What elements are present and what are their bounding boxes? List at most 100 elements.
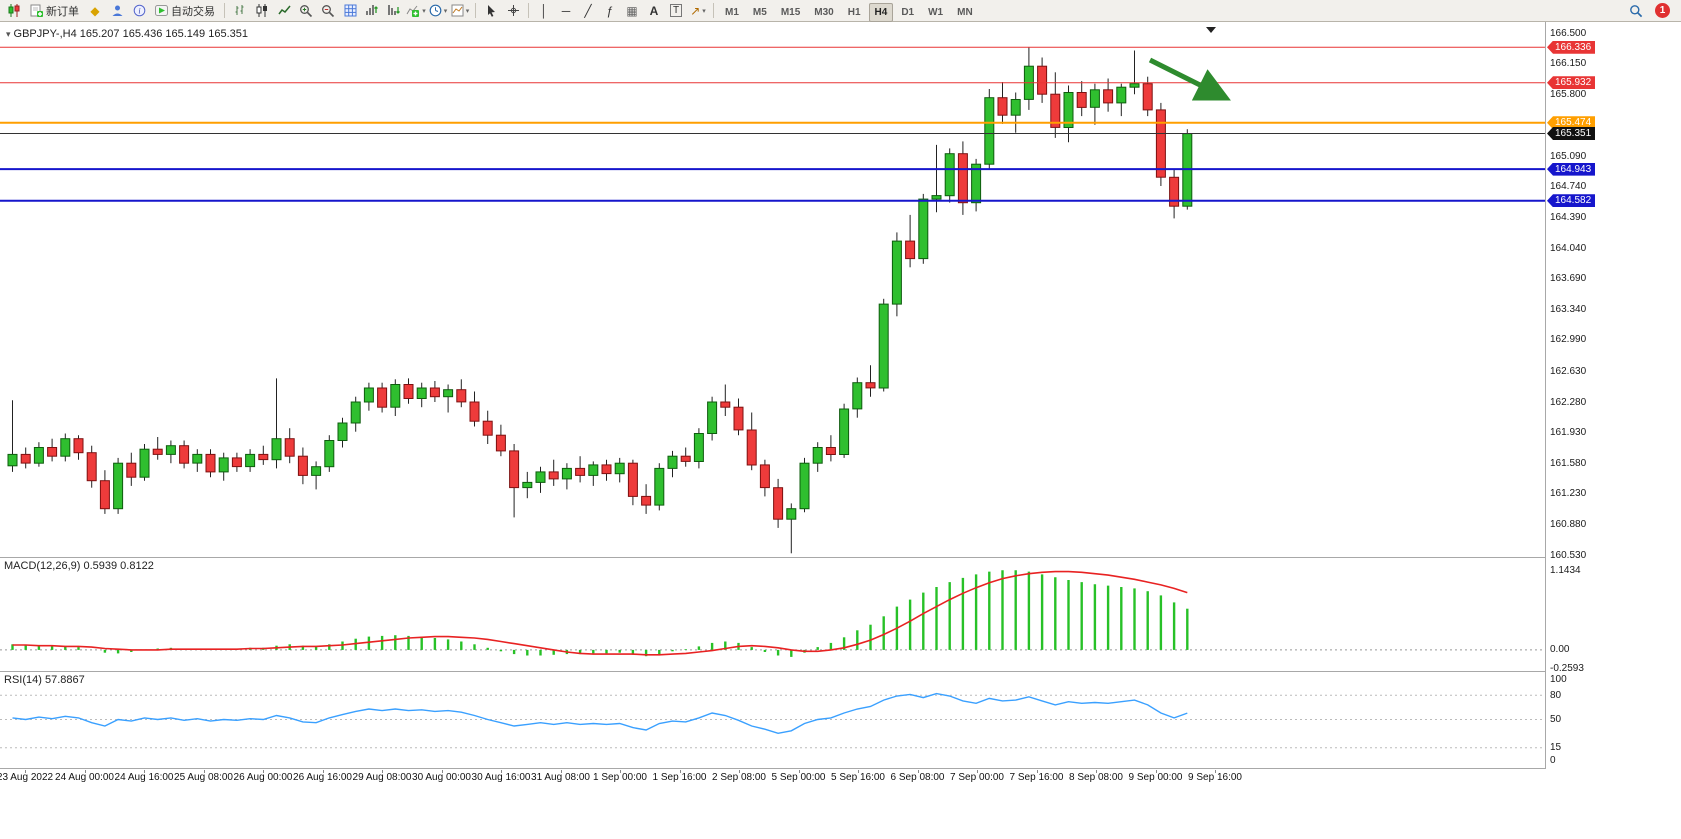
periods-button[interactable]: ▾ bbox=[428, 1, 448, 20]
chart-line-button[interactable] bbox=[274, 1, 294, 20]
price-tick-label: 165.090 bbox=[1550, 150, 1587, 162]
time-axis-tick bbox=[1096, 770, 1097, 773]
candlestick-series bbox=[7, 47, 1193, 554]
accounts-button[interactable] bbox=[107, 1, 127, 20]
info-icon: i bbox=[133, 4, 145, 17]
rsi-axis-label: 100 bbox=[1550, 673, 1567, 685]
time-axis-label: 6 Sep 08:00 bbox=[890, 772, 945, 783]
trend-arrow-annotation[interactable] bbox=[1148, 57, 1231, 101]
price-line-badge: 164.582 bbox=[1547, 194, 1596, 208]
chart-ohlc-label: ▾ GBPJPY-,H4 165.207 165.436 165.149 165.… bbox=[6, 28, 248, 40]
timeframe-m1-button[interactable]: M1 bbox=[725, 6, 739, 18]
time-axis-tick bbox=[203, 770, 205, 773]
cursor-button[interactable] bbox=[481, 1, 501, 20]
price-tick-label: 161.230 bbox=[1550, 488, 1587, 500]
time-axis-tick bbox=[501, 770, 502, 773]
chart-bars-button[interactable] bbox=[230, 1, 250, 20]
time-axis[interactable]: 23 Aug 2022 24 Aug 00:00 24 Aug 16:00 25 Au… bbox=[0, 770, 1545, 788]
templates-button[interactable]: ▾ bbox=[450, 1, 470, 20]
time-axis-tick bbox=[322, 770, 324, 773]
rsi-label: RSI(14) 57.8867 bbox=[4, 674, 85, 686]
time-axis-tick bbox=[620, 770, 621, 773]
autotrade-button[interactable]: 自动交易 bbox=[151, 1, 219, 20]
market-watch-button[interactable]: ◆ bbox=[85, 1, 105, 20]
price-tick-label: 161.930 bbox=[1550, 427, 1587, 439]
time-axis-tick bbox=[977, 770, 978, 773]
price-tick-label: 163.340 bbox=[1550, 303, 1587, 315]
price-axis-divider bbox=[1545, 22, 1546, 768]
autotrade-label: 自动交易 bbox=[171, 5, 215, 18]
timeframe-h4-button[interactable]: H4 bbox=[868, 2, 894, 22]
crosshair-icon bbox=[507, 5, 519, 16]
timeframe-d1-button[interactable]: D1 bbox=[901, 6, 915, 18]
rsi-axis-label: 0 bbox=[1550, 754, 1556, 766]
crosshair-button[interactable] bbox=[503, 1, 523, 20]
arrows-button[interactable]: ↗ ▾ bbox=[688, 1, 708, 20]
time-axis-label: 31 Aug 08:00 bbox=[531, 772, 590, 783]
zoom-out-button[interactable] bbox=[318, 1, 338, 20]
search-button[interactable] bbox=[1626, 1, 1646, 20]
horizontal-line-icon: ─ bbox=[561, 3, 571, 18]
time-axis-tick bbox=[679, 770, 681, 773]
zoom-in-button[interactable] bbox=[296, 1, 316, 20]
panel-divider[interactable] bbox=[0, 557, 1681, 558]
add-indicator-button[interactable]: ▾ bbox=[406, 1, 426, 20]
price-tick-label: 162.630 bbox=[1550, 365, 1587, 377]
grid-button[interactable] bbox=[340, 1, 360, 20]
price-chart[interactable] bbox=[0, 22, 1545, 558]
timeframe-mn-button[interactable]: MN bbox=[957, 6, 973, 18]
candlestick-chart-icon bbox=[256, 4, 267, 17]
chart-candles-button[interactable] bbox=[252, 1, 272, 20]
time-axis-divider bbox=[0, 768, 1681, 769]
cursor-icon bbox=[487, 5, 495, 17]
time-axis-label: 30 Aug 16:00 bbox=[471, 772, 531, 783]
time-axis-tick bbox=[560, 770, 562, 773]
shapes-button[interactable]: ▦ bbox=[622, 1, 642, 20]
toolbar: 新订单 ◆ i 自动交易 ▾ ▾ ▾ bbox=[0, 0, 1681, 22]
price-line-badge: 165.351 bbox=[1547, 127, 1596, 140]
trendline-button[interactable]: ╱ bbox=[578, 1, 598, 20]
time-axis-label: 26 Aug 00:00 bbox=[233, 772, 293, 783]
time-axis-tick bbox=[798, 770, 800, 773]
market-watch-icon: ◆ bbox=[90, 3, 100, 18]
time-axis-tick bbox=[1155, 770, 1157, 773]
text-label-button[interactable]: T bbox=[666, 1, 686, 20]
notification-badge[interactable]: 1 bbox=[1655, 3, 1670, 18]
fibonacci-icon: ƒ bbox=[606, 3, 614, 18]
timeframe-m5-button[interactable]: M5 bbox=[752, 6, 767, 18]
price-line-badge: 165.932 bbox=[1547, 76, 1596, 90]
toolbar-separator bbox=[528, 3, 529, 18]
price-tick-label: 163.690 bbox=[1550, 273, 1587, 285]
timeframe-h1-button[interactable]: H1 bbox=[847, 6, 861, 18]
sort-descending-button[interactable] bbox=[384, 1, 404, 20]
time-axis-tick bbox=[1215, 770, 1216, 773]
timeframe-m15-button[interactable]: M15 bbox=[780, 6, 801, 18]
fibonacci-button[interactable]: ƒ bbox=[600, 1, 620, 20]
bar-chart-icon bbox=[235, 5, 243, 15]
price-axis[interactable]: 166.500 166.150 165.800 165.090 164.740 164.3… bbox=[1546, 0, 1681, 839]
rsi-panel[interactable] bbox=[0, 672, 1545, 768]
price-tick-label: 164.740 bbox=[1550, 181, 1587, 193]
horizontal-line-button[interactable]: ─ bbox=[556, 1, 576, 20]
text-label-icon: T bbox=[669, 4, 683, 17]
panel-divider[interactable] bbox=[0, 671, 1681, 672]
new-order-button[interactable]: 新订单 bbox=[26, 1, 83, 20]
vertical-line-button[interactable]: │ bbox=[534, 1, 554, 20]
new-order-label: 新订单 bbox=[46, 5, 79, 18]
sort-ascending-button[interactable] bbox=[362, 1, 382, 20]
chart-shift-marker[interactable] bbox=[1206, 27, 1216, 33]
timeframe-m30-button[interactable]: M30 bbox=[814, 6, 834, 18]
accounts-icon bbox=[112, 5, 122, 16]
time-axis-tick bbox=[1036, 770, 1038, 773]
rsi-axis-label: 80 bbox=[1550, 689, 1562, 701]
chart-title: GBPJPY-,H4 165.207 165.436 165.149 165.3… bbox=[13, 28, 248, 40]
price-tick-label: 166.150 bbox=[1550, 58, 1587, 70]
info-button[interactable]: i bbox=[129, 1, 149, 20]
text-button[interactable]: A bbox=[644, 1, 664, 20]
time-axis-tick bbox=[84, 770, 86, 773]
new-order-icon bbox=[30, 4, 43, 17]
vertical-line-icon: │ bbox=[540, 3, 548, 18]
sort-descending-icon bbox=[388, 5, 400, 15]
timeframe-w1-button[interactable]: W1 bbox=[928, 6, 944, 18]
macd-panel[interactable] bbox=[0, 558, 1545, 671]
